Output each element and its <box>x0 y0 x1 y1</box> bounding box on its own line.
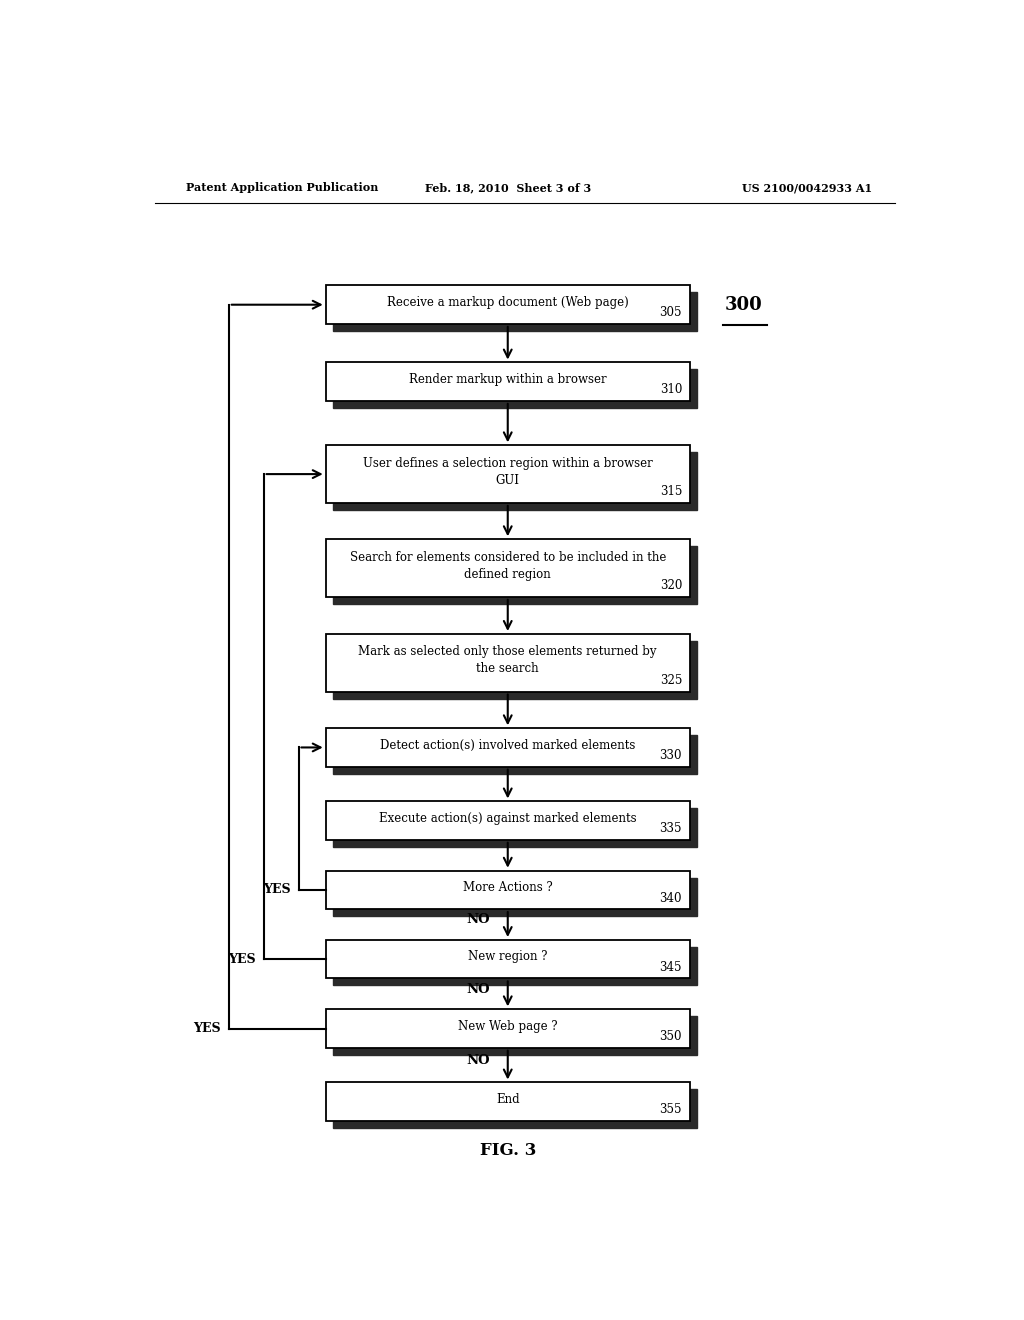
Text: 345: 345 <box>659 961 682 974</box>
Bar <box>333 808 697 847</box>
Text: 335: 335 <box>659 822 682 836</box>
Bar <box>326 1082 690 1121</box>
Text: YES: YES <box>228 953 256 966</box>
Text: Detect action(s) involved marked elements: Detect action(s) involved marked element… <box>380 739 636 751</box>
Text: 330: 330 <box>659 748 682 762</box>
Bar <box>326 539 690 597</box>
Bar <box>326 940 690 978</box>
Text: New region ?: New region ? <box>468 950 548 964</box>
Text: New Web page ?: New Web page ? <box>458 1019 557 1032</box>
Bar <box>333 1016 697 1055</box>
Bar <box>326 634 690 692</box>
Text: 320: 320 <box>659 579 682 593</box>
Text: NO: NO <box>467 913 490 927</box>
Bar <box>326 285 690 323</box>
Text: NO: NO <box>467 982 490 995</box>
Text: 310: 310 <box>659 383 682 396</box>
Bar <box>326 729 690 767</box>
Bar <box>326 445 690 503</box>
Bar <box>333 293 697 331</box>
Bar <box>333 640 697 698</box>
Bar <box>326 801 690 840</box>
Bar <box>333 453 697 510</box>
Bar <box>333 370 697 408</box>
Bar <box>333 735 697 774</box>
Bar <box>333 1089 697 1127</box>
Bar <box>333 946 697 985</box>
Text: 300: 300 <box>725 296 763 314</box>
Text: More Actions ?: More Actions ? <box>463 880 553 894</box>
Text: YES: YES <box>263 883 291 896</box>
Bar <box>326 363 690 401</box>
Text: 355: 355 <box>659 1104 682 1117</box>
Text: Search for elements considered to be included in the
defined region: Search for elements considered to be inc… <box>349 550 666 581</box>
Text: 325: 325 <box>659 675 682 686</box>
Text: 305: 305 <box>659 306 682 319</box>
Bar <box>333 546 697 603</box>
Bar <box>326 871 690 909</box>
Text: FIG. 3: FIG. 3 <box>479 1142 536 1159</box>
Text: 340: 340 <box>659 891 682 904</box>
Text: NO: NO <box>467 1053 490 1067</box>
Bar <box>333 878 697 916</box>
Text: 315: 315 <box>659 486 682 499</box>
Text: Render markup within a browser: Render markup within a browser <box>409 372 606 385</box>
Text: Patent Application Publication: Patent Application Publication <box>186 182 379 193</box>
Text: 350: 350 <box>659 1030 682 1043</box>
Text: User defines a selection region within a browser
GUI: User defines a selection region within a… <box>362 457 652 487</box>
Text: Receive a markup document (Web page): Receive a markup document (Web page) <box>387 296 629 309</box>
Text: Execute action(s) against marked elements: Execute action(s) against marked element… <box>379 812 637 825</box>
Text: End: End <box>496 1093 519 1106</box>
Bar <box>326 1010 690 1048</box>
Text: Feb. 18, 2010  Sheet 3 of 3: Feb. 18, 2010 Sheet 3 of 3 <box>425 182 591 193</box>
Text: YES: YES <box>194 1022 221 1035</box>
Text: US 2100/0042933 A1: US 2100/0042933 A1 <box>741 182 872 193</box>
Text: Mark as selected only those elements returned by
the search: Mark as selected only those elements ret… <box>358 645 657 676</box>
